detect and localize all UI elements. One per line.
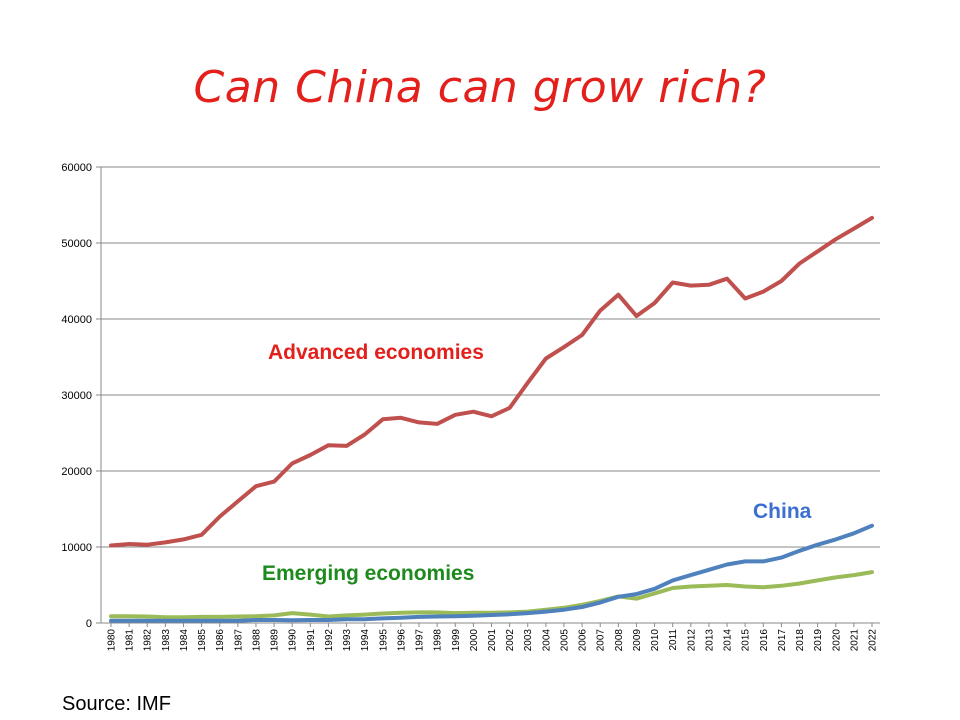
series-lines — [109, 215, 874, 623]
series-line-emerging-economies — [109, 570, 874, 620]
series-line-advanced-economies — [109, 215, 874, 548]
x-tick-label: 1981 — [125, 629, 136, 652]
source-note: Source: IMF — [62, 693, 171, 715]
x-tick-label: 2020 — [831, 629, 842, 652]
x-tick-label: 2004 — [541, 629, 552, 652]
x-tick-label: 2001 — [487, 629, 498, 652]
series-label-advanced-economies: Advanced economies — [268, 341, 484, 364]
x-tick-label: 2005 — [559, 629, 570, 652]
x-tick-label: 2007 — [596, 629, 607, 652]
x-tick-label: 2000 — [469, 629, 480, 652]
x-tick-label: 2002 — [505, 629, 516, 652]
x-tick-label: 1984 — [179, 629, 190, 652]
x-tick-label: 1988 — [251, 629, 262, 652]
x-axis-ticks: 1980 1981 1982 1983 1984 1985 1986 1987 1988 1989… — [107, 629, 879, 652]
axes — [96, 166, 880, 627]
x-tick-label: 1980 — [107, 629, 118, 652]
y-tick-label: 0 — [86, 618, 92, 630]
y-tick-label: 20000 — [61, 466, 92, 478]
x-tick-label: 2009 — [632, 629, 643, 652]
x-tick-label: 2003 — [523, 629, 534, 652]
y-axis-ticks: 0 10000 20000 30000 40000 50000 60000 — [61, 162, 92, 630]
x-tick-label: 1999 — [451, 629, 462, 652]
x-tick-label: 1987 — [233, 629, 244, 652]
x-tick-label: 1991 — [306, 629, 317, 652]
y-tick-label: 30000 — [61, 390, 92, 402]
series-label-emerging-economies: Emerging economies — [262, 562, 474, 585]
y-tick-label: 40000 — [61, 314, 92, 326]
x-tick-label: 1998 — [433, 629, 444, 652]
x-tick-label: 2006 — [578, 629, 589, 652]
series-labels: Advanced economies China Emerging economie… — [262, 341, 812, 585]
x-tick-label: 2013 — [704, 629, 715, 652]
x-tick-label: 1990 — [288, 629, 299, 652]
x-tick-label: 1994 — [360, 629, 371, 652]
x-tick-label: 1996 — [396, 629, 407, 652]
x-tick-label: 2016 — [759, 629, 770, 652]
series-line-china — [109, 523, 874, 623]
x-tick-label: 1983 — [161, 629, 172, 652]
x-tick-label: 2022 — [868, 629, 879, 652]
slide-title: Can China can grow rich? — [193, 62, 767, 113]
x-tick-label: 2017 — [777, 629, 788, 652]
x-tick-label: 1995 — [378, 629, 389, 652]
x-tick-label: 1986 — [215, 629, 226, 652]
x-tick-label: 2008 — [614, 629, 625, 652]
series-label-china: China — [753, 500, 812, 523]
x-tick-label: 1992 — [324, 629, 335, 652]
x-tick-label: 1993 — [342, 629, 353, 652]
x-tick-label: 2018 — [795, 629, 806, 652]
x-tick-label: 2012 — [686, 629, 697, 652]
x-tick-label: 1985 — [197, 629, 208, 652]
x-tick-label: 2014 — [723, 629, 734, 652]
x-tick-label: 1989 — [270, 629, 281, 652]
x-tick-label: 2015 — [741, 629, 752, 652]
x-tick-label: 1982 — [143, 629, 154, 652]
x-tick-label: 2011 — [668, 629, 679, 651]
y-tick-label: 60000 — [61, 162, 92, 174]
x-tick-label: 2021 — [849, 629, 860, 652]
x-tick-label: 2019 — [813, 629, 824, 652]
x-tick-label: 1997 — [415, 629, 426, 652]
x-tick-label: 2010 — [650, 629, 661, 652]
grid-lines — [101, 166, 880, 548]
y-tick-label: 50000 — [61, 238, 92, 250]
y-tick-label: 10000 — [61, 542, 92, 554]
